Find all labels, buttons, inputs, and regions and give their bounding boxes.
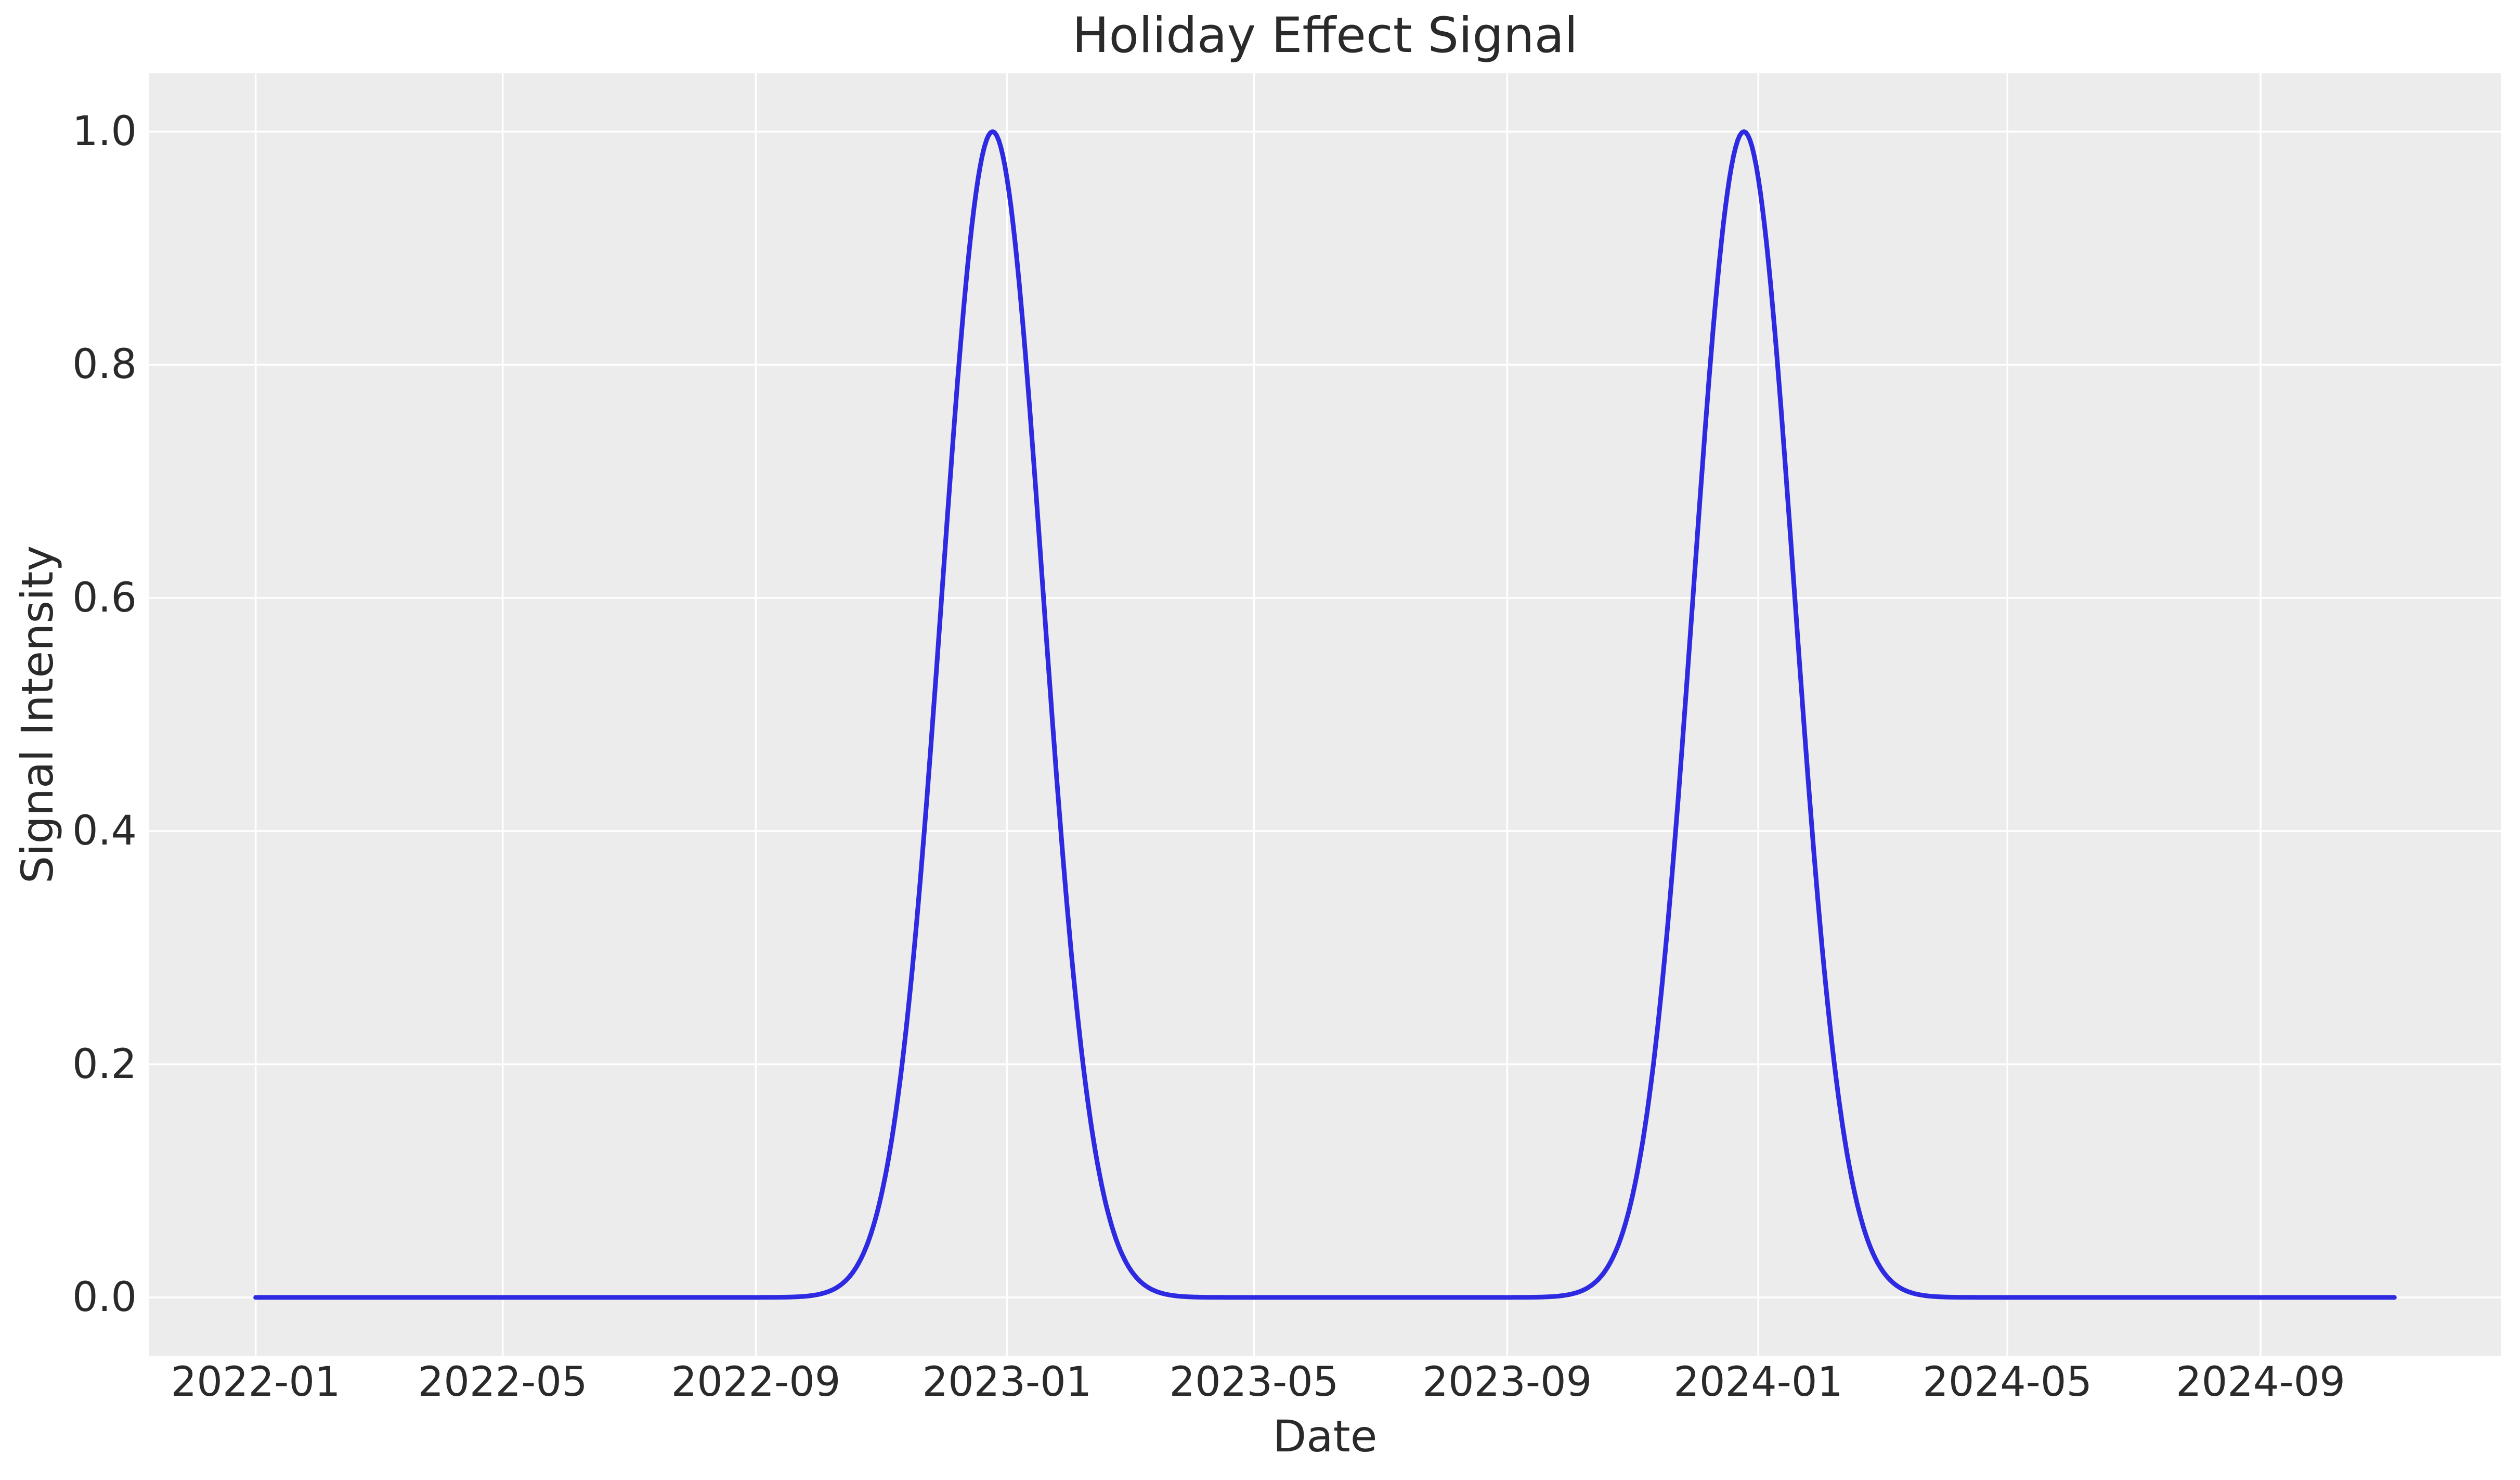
x-tick-label: 2022-01: [171, 1359, 341, 1406]
signal-line: [253, 129, 2397, 1300]
x-axis-label: Date: [1272, 1411, 1378, 1462]
x-tick-label: 2023-09: [1422, 1359, 1592, 1406]
x-tick-label: 2024-01: [1673, 1359, 1843, 1406]
y-tick-label: 0.4: [72, 808, 137, 855]
plot-area: [149, 73, 2501, 1356]
x-tick-label: 2023-05: [1169, 1359, 1339, 1406]
y-tick-label: 0.2: [72, 1041, 137, 1088]
x-tick-label: 2024-05: [1923, 1359, 2093, 1406]
x-tick-label: 2023-01: [922, 1359, 1092, 1406]
x-tick-label: 2024-09: [2176, 1359, 2346, 1406]
y-tick-label: 1.0: [72, 108, 137, 155]
x-tick-label: 2022-05: [418, 1359, 588, 1406]
chart-title: Holiday Effect Signal: [1072, 7, 1578, 64]
x-tick-label: 2022-09: [671, 1359, 841, 1406]
y-axis-label: Signal Intensity: [12, 545, 63, 884]
y-tick-label: 0.0: [72, 1274, 137, 1321]
y-tick-label: 0.8: [72, 341, 137, 388]
y-tick-label: 0.6: [72, 574, 137, 621]
